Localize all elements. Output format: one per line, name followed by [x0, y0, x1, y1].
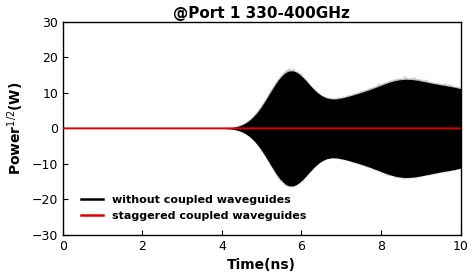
Y-axis label: Power$^{1/2}$(W): Power$^{1/2}$(W) [6, 82, 26, 175]
Legend: without coupled waveguides, staggered coupled waveguides: without coupled waveguides, staggered co… [76, 191, 311, 225]
X-axis label: Time(ns): Time(ns) [227, 259, 296, 272]
Title: @Port 1 330-400GHz: @Port 1 330-400GHz [173, 6, 350, 21]
